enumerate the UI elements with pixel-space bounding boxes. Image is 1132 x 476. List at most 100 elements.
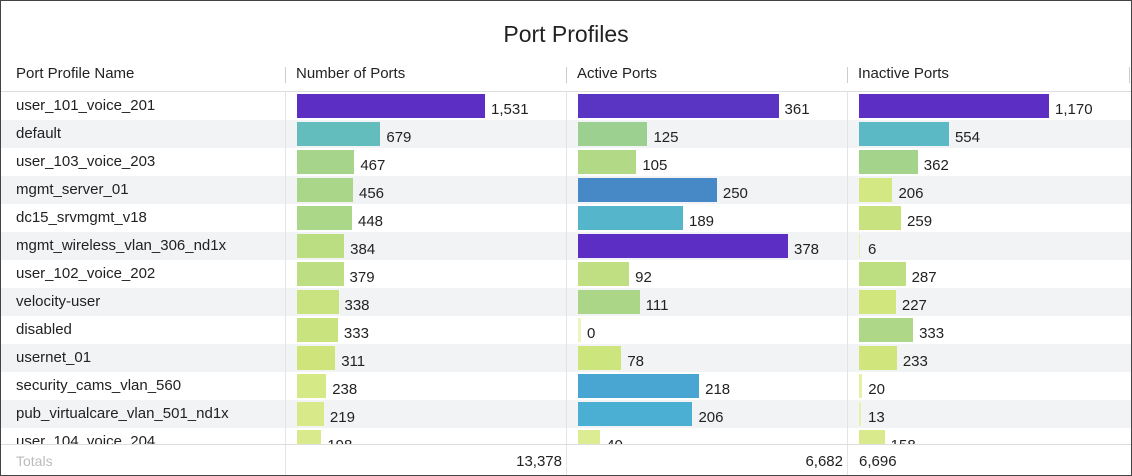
- data-bar: [859, 346, 897, 370]
- table-row: default 679 125 554: [1, 120, 1131, 148]
- value-label: 189: [689, 213, 715, 230]
- column-header: Active Ports: [577, 65, 658, 82]
- value-label: 338: [344, 297, 370, 314]
- data-bar: [578, 178, 717, 202]
- value-label: 6: [868, 241, 877, 258]
- column-separator: [285, 344, 286, 372]
- data-bar: [297, 178, 353, 202]
- profile-name: security_cams_vlan_560: [16, 377, 182, 394]
- value-label: 378: [794, 241, 820, 258]
- data-bar: [578, 206, 683, 230]
- value-label: 250: [722, 185, 748, 202]
- profile-name: mgmt_wireless_vlan_306_nd1x: [16, 237, 227, 254]
- column-separator: [285, 232, 286, 260]
- table-body: user_101_voice_201 1,531 361 1,170 default 67…: [1, 92, 1131, 444]
- profile-name: default: [16, 125, 62, 142]
- column-separator: [847, 176, 848, 204]
- value-label: 40: [606, 437, 623, 444]
- profile-name: user_102_voice_202: [16, 265, 156, 282]
- value-label: 467: [360, 157, 386, 174]
- profile-name: mgmt_server_01: [16, 181, 129, 198]
- profile-name: velocity-user: [16, 293, 101, 310]
- table-row: disabled 333 0 333: [1, 316, 1131, 344]
- column-separator: [285, 92, 286, 120]
- value-label: 456: [358, 185, 385, 202]
- value-label: 362: [923, 157, 949, 174]
- data-bar: [859, 290, 896, 314]
- value-label: 158: [891, 437, 916, 444]
- value-label: 333: [919, 325, 945, 342]
- data-bar: [578, 402, 693, 426]
- column-separator: [285, 428, 286, 444]
- column-separator: [285, 445, 286, 475]
- column-separator: [566, 148, 567, 176]
- table-row: security_cams_vlan_560 238 218 20: [1, 372, 1131, 400]
- column-separator: [847, 288, 848, 316]
- column-separator: [847, 92, 848, 120]
- data-bar: [859, 178, 893, 202]
- value-label: 259: [907, 213, 933, 230]
- column-separator: [566, 445, 567, 475]
- value-label: 206: [698, 409, 724, 426]
- column-separator: [285, 288, 286, 316]
- data-bar: [859, 374, 863, 398]
- column-separator: [566, 120, 567, 148]
- column-separator: [566, 176, 567, 204]
- column-separator: [285, 316, 286, 344]
- profile-name: pub_virtualcare_vlan_501_nd1x: [16, 405, 229, 422]
- column-header: Port Profile Name: [16, 65, 135, 82]
- value-label: 379: [349, 269, 375, 286]
- column-separator: [847, 428, 848, 444]
- value-label: 361: [784, 101, 810, 118]
- header-divider: [1, 91, 1131, 92]
- column-separator: [566, 288, 567, 316]
- value-label: 1,170: [1055, 101, 1093, 118]
- table-row: pub_virtualcare_vlan_501_nd1x 219 206 13: [1, 400, 1131, 428]
- data-bar: [297, 374, 327, 398]
- data-bar: [859, 94, 1049, 118]
- profile-name: usernet_01: [16, 349, 92, 366]
- column-separator: [566, 400, 567, 428]
- value-label: 384: [350, 241, 376, 258]
- total-value: 13,378: [516, 453, 562, 470]
- data-bar: [578, 346, 622, 370]
- data-bar: [859, 402, 862, 426]
- column-separator: [566, 260, 567, 288]
- column-separator: [566, 232, 567, 260]
- totals-label: Totals: [16, 453, 53, 469]
- column-separator: [847, 344, 848, 372]
- column-separator: [847, 400, 848, 428]
- profile-name: disabled: [16, 321, 72, 338]
- data-bar: [859, 430, 885, 444]
- column-separator: [285, 372, 286, 400]
- profile-name: user_104_voice_204: [16, 433, 156, 444]
- header-separator: [566, 67, 567, 83]
- table-row: dc15_srvmgmt_v18 448 189 259: [1, 204, 1131, 232]
- column-separator: [566, 372, 567, 400]
- value-label: 20: [868, 381, 885, 398]
- data-bar: [859, 318, 914, 342]
- value-label: 448: [358, 213, 384, 230]
- data-bar: [859, 234, 860, 258]
- data-bar: [859, 206, 902, 230]
- data-bar: [297, 150, 355, 174]
- value-label: 125: [653, 129, 679, 146]
- value-label: 238: [332, 381, 358, 398]
- value-label: 198: [327, 437, 352, 444]
- value-label: 13: [868, 409, 885, 426]
- value-label: 0: [587, 325, 596, 342]
- value-label: 333: [343, 325, 369, 342]
- table-row: user_103_voice_203 467 105 362: [1, 148, 1131, 176]
- header-separator: [285, 67, 286, 83]
- column-separator: [566, 428, 567, 444]
- table-row: mgmt_wireless_vlan_306_nd1x 384 378 6: [1, 232, 1131, 260]
- totals-row: Totals 13,378 6,682 6,696: [1, 444, 1131, 475]
- profile-name: user_103_voice_203: [16, 153, 156, 170]
- value-label: 219: [329, 409, 355, 426]
- column-separator: [285, 204, 286, 232]
- header-separator: [1129, 67, 1130, 83]
- data-bar: [578, 262, 630, 286]
- data-bar: [297, 290, 339, 314]
- column-separator: [847, 372, 848, 400]
- column-separator: [847, 120, 848, 148]
